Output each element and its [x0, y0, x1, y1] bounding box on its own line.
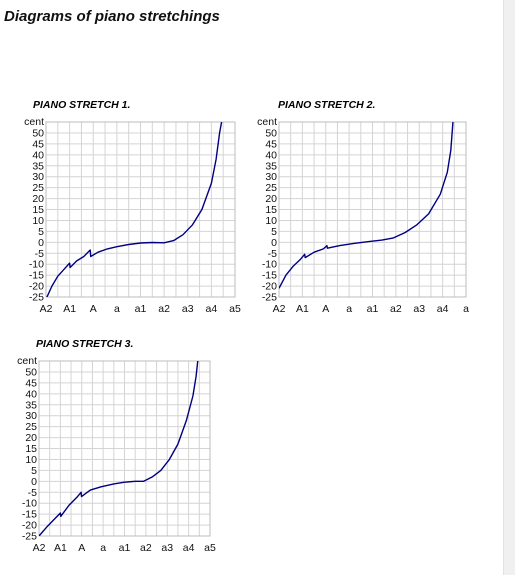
y-tick-label: 20 — [25, 432, 37, 444]
y-tick-label: 50 — [32, 127, 44, 139]
y-axis-label: cent — [24, 116, 44, 128]
y-tick-label: -5 — [28, 487, 37, 499]
x-tick-label: a5 — [204, 542, 216, 554]
chart-plot: cent50454035302520151050-5-10-15-20-25A2… — [24, 116, 241, 315]
x-tick-label: a1 — [367, 303, 379, 315]
x-tick-label: a3 — [182, 303, 194, 315]
y-tick-label: 35 — [25, 399, 37, 411]
y-tick-label: -15 — [29, 270, 44, 282]
x-tick-label: a2 — [158, 303, 170, 315]
y-axis-label: cent — [257, 116, 277, 128]
piano-stretch-1-chart: PIANO STRETCH 1. cent 50 45 40 35 30 25 20 15 10 5… — [0, 96, 260, 326]
y-tick-label: 30 — [265, 171, 277, 183]
y-tick-label: -25 — [22, 531, 37, 543]
x-tick-label: A — [322, 303, 329, 315]
x-tick-label: a1 — [135, 303, 147, 315]
y-tick-label: 15 — [265, 204, 277, 216]
x-tick-label: a4 — [437, 303, 449, 315]
y-tick-label: 10 — [265, 215, 277, 227]
plot-frame — [38, 360, 211, 537]
plot-frame — [45, 121, 236, 298]
chart-title: PIANO STRETCH 1. — [33, 99, 131, 111]
y-tick-label: 30 — [25, 410, 37, 422]
vertical-scrollbar[interactable] — [503, 0, 515, 575]
x-tick-label: A1 — [63, 303, 76, 315]
x-tick-label: A1 — [296, 303, 309, 315]
x-tick-label: a — [346, 303, 352, 315]
y-tick-label: -15 — [262, 270, 277, 282]
piano-stretch-2-chart: PIANO STRETCH 2. cent 50 45 40 35 30 25 20 15 10 5… — [244, 96, 504, 326]
y-tick-label: 20 — [32, 193, 44, 205]
y-tick-label: 10 — [25, 454, 37, 466]
y-tick-label: -20 — [29, 281, 44, 293]
page-title: Diagrams of piano stretchings — [4, 8, 220, 25]
y-tick-label: 35 — [32, 160, 44, 172]
y-tick-label: -25 — [262, 292, 277, 304]
y-tick-label: 50 — [25, 366, 37, 378]
x-tick-label: a5 — [229, 303, 241, 315]
y-tick-label: 0 — [271, 237, 277, 249]
piano-stretch-3-chart: PIANO STRETCH 3. cent 50 45 40 35 30 25 20 15 10 5… — [0, 335, 260, 565]
y-tick-label: -20 — [22, 520, 37, 532]
x-tick-label: a3 — [161, 542, 173, 554]
y-tick-label: 15 — [32, 204, 44, 216]
y-tick-label: -20 — [262, 281, 277, 293]
y-tick-label: 40 — [32, 149, 44, 161]
y-tick-label: 45 — [25, 377, 37, 389]
y-tick-label: -10 — [29, 259, 44, 271]
y-tick-label: 45 — [32, 138, 44, 150]
chart-plot: cent50454035302520151050-5-10-15-20-25A2… — [257, 116, 469, 315]
x-tick-label: a — [114, 303, 120, 315]
x-tick-label: A2 — [273, 303, 286, 315]
y-tick-label: 20 — [265, 193, 277, 205]
y-tick-label: 5 — [38, 226, 44, 238]
y-tick-label: -15 — [22, 509, 37, 521]
y-tick-label: 25 — [32, 182, 44, 194]
x-tick-label: a — [463, 303, 469, 315]
y-axis-label: cent — [17, 355, 37, 367]
y-tick-label: -5 — [35, 248, 44, 260]
stretch-curve — [279, 122, 454, 289]
chart-title: PIANO STRETCH 2. — [278, 99, 376, 111]
y-tick-label: 25 — [25, 421, 37, 433]
y-tick-label: 30 — [32, 171, 44, 183]
y-tick-label: 40 — [25, 388, 37, 400]
x-tick-label: A2 — [40, 303, 53, 315]
y-tick-label: 5 — [31, 465, 37, 477]
x-tick-label: A — [78, 542, 85, 554]
y-tick-label: 25 — [265, 182, 277, 194]
x-tick-label: a4 — [183, 542, 195, 554]
y-tick-label: -10 — [22, 498, 37, 510]
y-tick-label: 0 — [38, 237, 44, 249]
y-tick-label: 5 — [271, 226, 277, 238]
y-tick-label: 15 — [25, 443, 37, 455]
y-tick-label: -5 — [268, 248, 277, 260]
x-tick-label: a3 — [413, 303, 425, 315]
y-tick-label: 45 — [265, 138, 277, 150]
x-tick-label: a — [100, 542, 106, 554]
x-tick-label: a2 — [390, 303, 402, 315]
x-tick-label: a2 — [140, 542, 152, 554]
chart-title: PIANO STRETCH 3. — [36, 338, 134, 350]
x-tick-label: a1 — [119, 542, 131, 554]
chart-plot: cent50454035302520151050-5-10-15-20-25A2… — [17, 355, 216, 554]
x-tick-label: A1 — [54, 542, 67, 554]
stretch-curve — [39, 361, 199, 536]
plot-frame — [278, 121, 467, 298]
y-tick-label: 10 — [32, 215, 44, 227]
x-tick-label: A2 — [33, 542, 46, 554]
y-tick-label: 0 — [31, 476, 37, 488]
stretch-curve — [46, 122, 223, 297]
y-tick-label: -10 — [262, 259, 277, 271]
x-tick-label: A — [90, 303, 97, 315]
y-tick-label: -25 — [29, 292, 44, 304]
y-tick-label: 40 — [265, 149, 277, 161]
y-tick-label: 35 — [265, 160, 277, 172]
x-tick-label: a4 — [206, 303, 218, 315]
y-tick-label: 50 — [265, 127, 277, 139]
